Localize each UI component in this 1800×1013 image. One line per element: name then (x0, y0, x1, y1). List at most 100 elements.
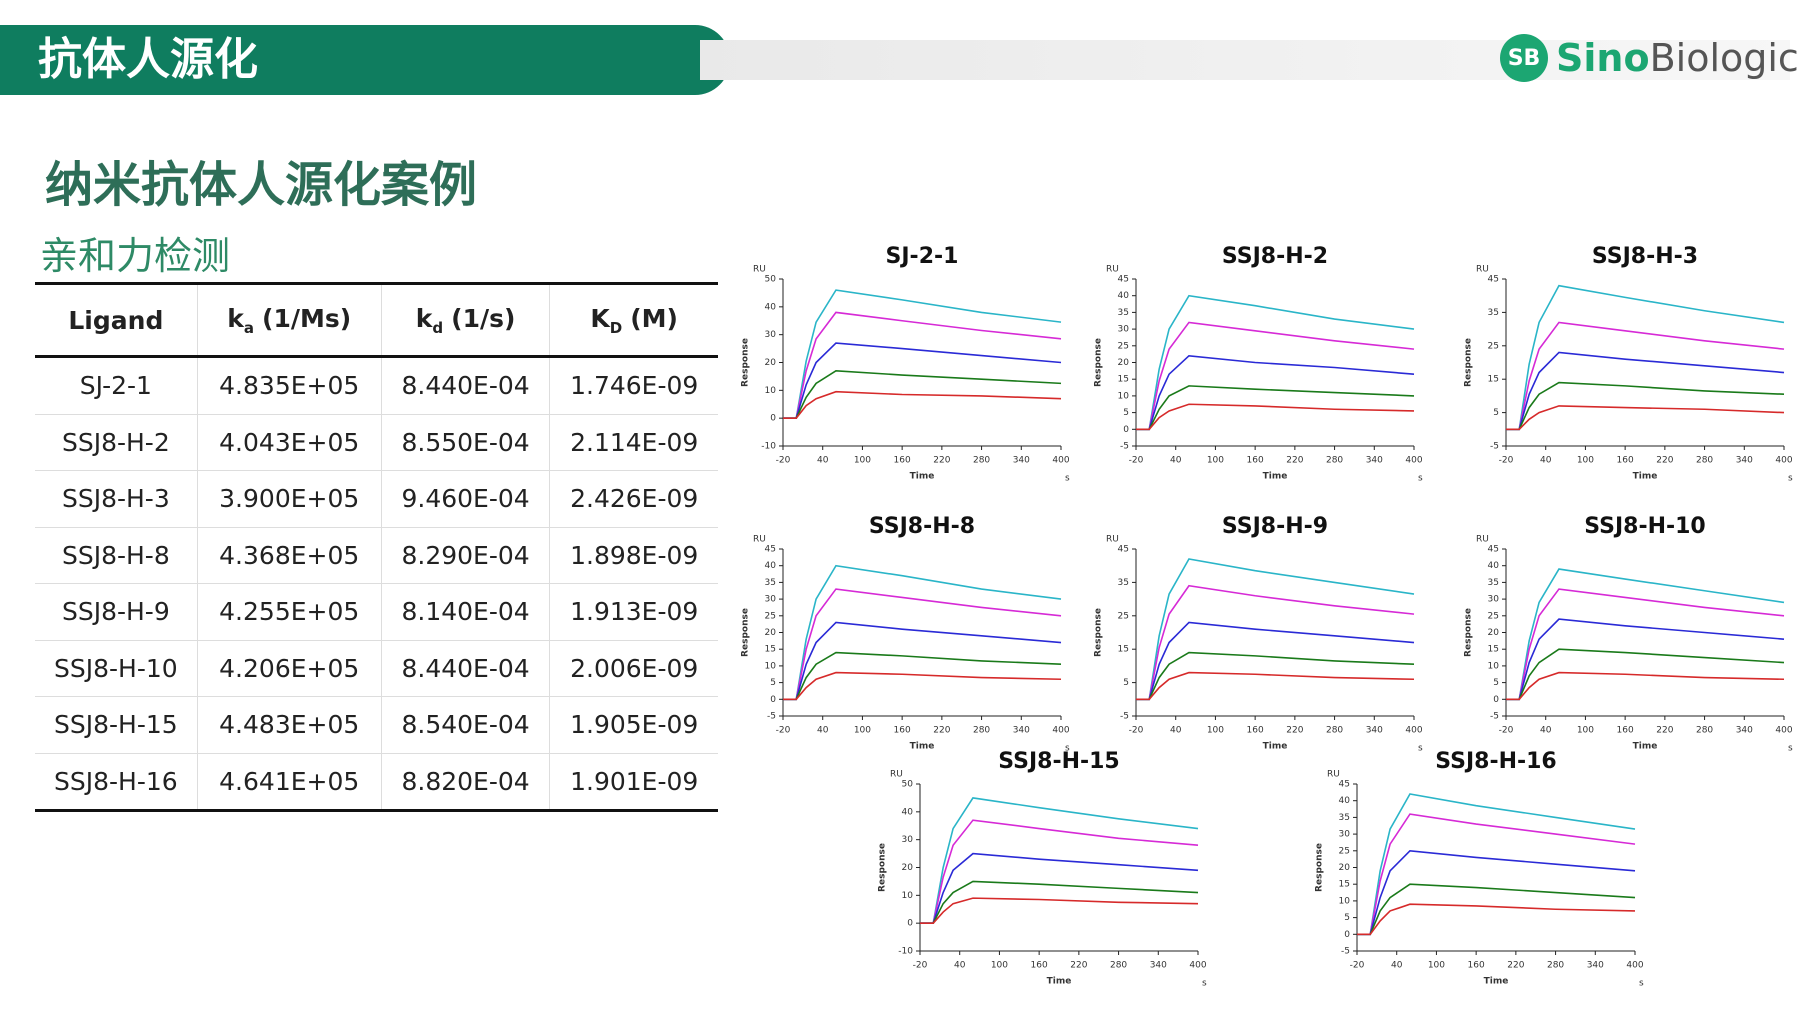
response-curve (1506, 321, 1785, 431)
x-axis-label: Time (1263, 742, 1288, 752)
y-tick-label: -5 (1341, 947, 1350, 957)
table-cell: 1.905E-09 (549, 696, 718, 754)
x-tick-label: 100 (1207, 726, 1224, 736)
x-tick-label: 340 (1366, 726, 1383, 736)
response-curve (783, 588, 1062, 701)
subtitle: 亲和力检测 (40, 234, 231, 278)
table-cell: 4.206E+05 (196, 640, 382, 697)
y-tick-label: 10 (765, 661, 777, 671)
chart-title: SSJ8-H-15 (998, 749, 1119, 774)
x-unit: s (1418, 744, 1423, 754)
header-text: k (227, 303, 244, 333)
table-cell: SJ-2-1 (35, 356, 198, 415)
response-curve (783, 564, 1062, 701)
header-unit: (1/s) (451, 303, 516, 333)
table-cell: SSJ8-H-9 (35, 583, 198, 641)
x-axis-label: Time (910, 742, 935, 752)
header-subscript: a (243, 318, 255, 337)
response-curve (920, 819, 1199, 924)
y-tick-label: -5 (1490, 712, 1499, 722)
affinity-table: Ligand ka (1/Ms) kd (1/s) KD (M) SJ-2-1 4.835E+0… (35, 282, 718, 812)
x-tick-label: 40 (954, 961, 966, 971)
y-tick-label: 25 (1488, 611, 1499, 621)
x-tick-label: 400 (1405, 726, 1422, 736)
y-tick-label: 45 (765, 545, 776, 555)
y-tick-label: -5 (1120, 712, 1129, 722)
y-tick-label: 35 (1118, 578, 1129, 588)
y-tick-label: 5 (1344, 913, 1350, 923)
y-tick-label: 35 (1488, 308, 1499, 318)
x-tick-label: 340 (1013, 456, 1030, 466)
response-curve (920, 897, 1199, 924)
y-tick-label: 35 (1339, 813, 1350, 823)
x-tick-label: 280 (1326, 726, 1343, 736)
x-tick-label: 220 (1656, 726, 1673, 736)
slide-title: 纳米抗体人源化案例 (45, 157, 478, 213)
x-tick-label: 280 (1110, 961, 1127, 971)
y-tick-label: 45 (1488, 275, 1499, 285)
header-unit: (1/Ms) (262, 303, 352, 333)
x-tick-label: 100 (854, 726, 871, 736)
y-axis-label: Response (1464, 608, 1474, 657)
table-cell: SSJ8-H-3 (35, 470, 198, 528)
y-axis-label: Response (878, 843, 888, 892)
chart-title: SSJ8-H-2 (1222, 244, 1328, 269)
table-row: SSJ8-H-3 3.900E+05 9.460E-04 2.426E-09 (35, 470, 718, 528)
header-unit: (M) (630, 303, 678, 333)
y-tick-label: 40 (1488, 561, 1500, 571)
table-cell: 4.043E+05 (196, 414, 382, 471)
y-tick-label: -10 (898, 947, 913, 957)
response-curve (1357, 849, 1636, 936)
table-row: SSJ8-H-16 4.641E+05 8.820E-04 1.901E-09 (35, 753, 718, 812)
logo: SBSinoBiological (1500, 30, 1800, 86)
y-tick-label: 0 (770, 414, 776, 424)
response-curve (1357, 903, 1636, 936)
x-tick-label: 100 (1577, 726, 1594, 736)
y-tick-label: 30 (765, 330, 777, 340)
header-title: 抗体人源化 (38, 34, 258, 85)
column-header: Ligand (35, 282, 198, 358)
table-row: SJ-2-1 4.835E+05 8.440E-04 1.746E-09 (35, 356, 718, 415)
y-tick-label: 10 (902, 891, 914, 901)
y-tick-label: -5 (1490, 442, 1499, 452)
x-tick-label: 340 (1736, 456, 1753, 466)
x-tick-label: 40 (1170, 456, 1182, 466)
x-tick-label: 100 (1207, 456, 1224, 466)
response-curve (1506, 618, 1785, 701)
x-tick-label: 40 (1540, 726, 1552, 736)
chart-title: SSJ8-H-8 (869, 514, 975, 539)
table-row: SSJ8-H-10 4.206E+05 8.440E-04 2.006E-09 (35, 640, 718, 697)
y-tick-label: 5 (1493, 678, 1499, 688)
x-tick-label: 280 (1326, 456, 1343, 466)
logo-text: Biological (1649, 36, 1800, 80)
y-tick-label: 40 (765, 561, 777, 571)
x-axis-label: Time (1633, 472, 1658, 482)
response-curve (920, 852, 1199, 924)
sensorgram: SSJ8-H-15 RU Response Time s -10 0 10 20 30 40 50 -2… (878, 749, 1208, 989)
x-tick-label: -20 (1350, 961, 1365, 971)
y-tick-label: -10 (761, 442, 776, 452)
response-curve (783, 311, 1062, 419)
y-tick-label: 5 (1493, 408, 1499, 418)
x-tick-label: 340 (1366, 456, 1383, 466)
table-cell: 2.006E-09 (549, 640, 718, 697)
y-tick-label: 0 (1344, 930, 1350, 940)
x-tick-label: 100 (991, 961, 1008, 971)
sensorgram: SSJ8-H-9 RU Response Time s -5 5 15 25 35 45 -20 40 1… (1094, 514, 1424, 754)
x-tick-label: 160 (894, 726, 911, 736)
y-unit: RU (1106, 535, 1119, 545)
y-tick-label: 40 (1118, 291, 1130, 301)
table-cell: 2.114E-09 (549, 414, 718, 471)
response-curve (1136, 671, 1415, 701)
y-tick-label: 20 (765, 628, 777, 638)
response-curve (1506, 381, 1785, 431)
column-header: kd (1/s) (380, 282, 550, 358)
table-cell: 8.540E-04 (380, 696, 550, 754)
logo-mark: SB (1500, 34, 1548, 82)
y-tick-label: 25 (1339, 846, 1350, 856)
y-tick-label: 15 (1488, 375, 1499, 385)
table-cell: 8.550E-04 (380, 414, 550, 471)
x-tick-label: 40 (1540, 456, 1552, 466)
y-tick-label: 5 (1123, 678, 1129, 688)
